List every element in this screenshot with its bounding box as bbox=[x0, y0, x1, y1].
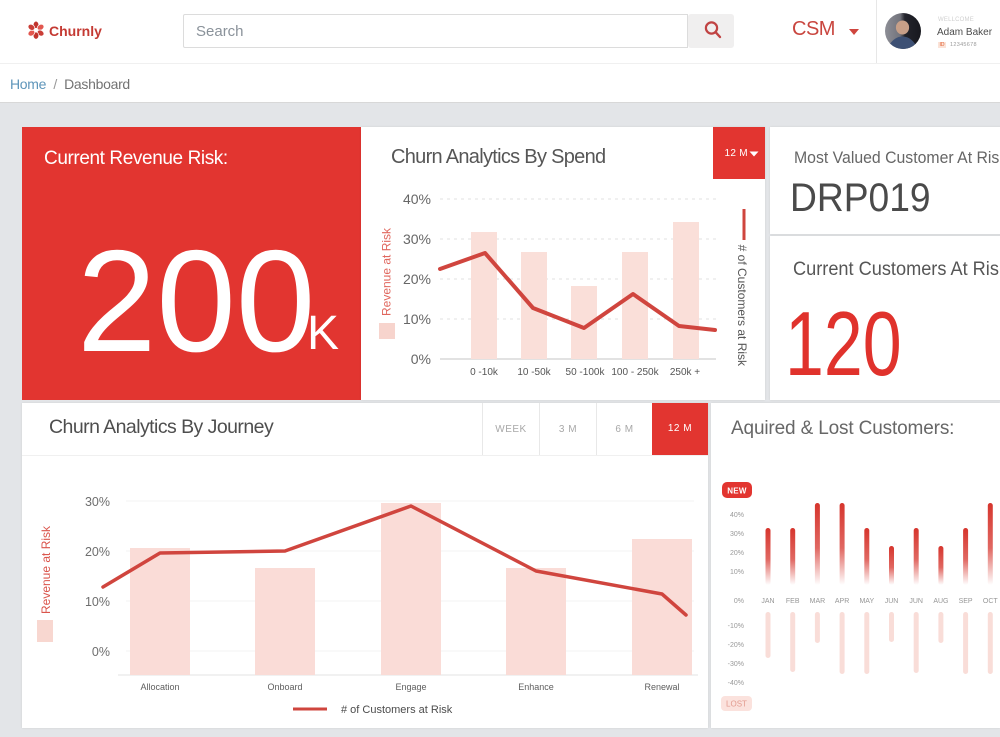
svg-text:30%: 30% bbox=[730, 531, 744, 538]
svg-text:0 -10k: 0 -10k bbox=[470, 367, 499, 378]
svg-text:LOST: LOST bbox=[726, 700, 747, 709]
svg-text:AUG: AUG bbox=[933, 598, 948, 605]
svg-text:20%: 20% bbox=[85, 545, 110, 559]
svg-text:OCT: OCT bbox=[983, 598, 999, 605]
svg-text:30%: 30% bbox=[403, 231, 431, 247]
svg-text:Onboard: Onboard bbox=[267, 682, 302, 692]
svg-text:100 - 250k: 100 - 250k bbox=[611, 367, 659, 378]
svg-text:MAY: MAY bbox=[859, 598, 874, 605]
svg-text:20%: 20% bbox=[730, 550, 744, 557]
svg-text:10 -50k: 10 -50k bbox=[517, 367, 551, 378]
svg-text:0%: 0% bbox=[411, 351, 431, 367]
svg-text:APR: APR bbox=[835, 598, 849, 605]
svg-text:-40%: -40% bbox=[728, 680, 744, 687]
svg-text:20%: 20% bbox=[403, 271, 431, 287]
svg-text:JAN: JAN bbox=[761, 598, 774, 605]
svg-text:FEB: FEB bbox=[786, 598, 800, 605]
svg-text:NEW: NEW bbox=[727, 487, 747, 496]
svg-text:-20%: -20% bbox=[728, 642, 744, 649]
svg-text:40%: 40% bbox=[730, 512, 744, 519]
svg-text:Engage: Engage bbox=[395, 682, 426, 692]
svg-text:Enhance: Enhance bbox=[518, 682, 554, 692]
svg-text:250k +: 250k + bbox=[670, 367, 700, 378]
svg-text:JUN: JUN bbox=[909, 598, 923, 605]
svg-text:-30%: -30% bbox=[728, 661, 744, 668]
svg-text:SEP: SEP bbox=[959, 598, 973, 605]
svg-text:Renewal: Renewal bbox=[644, 682, 679, 692]
svg-text:JUN: JUN bbox=[885, 598, 899, 605]
svg-text:Revenue at Risk: Revenue at Risk bbox=[39, 525, 53, 614]
svg-text:10%: 10% bbox=[730, 569, 744, 576]
svg-text:0%: 0% bbox=[734, 598, 744, 605]
svg-text:-10%: -10% bbox=[728, 623, 744, 630]
svg-text:50 -100k: 50 -100k bbox=[566, 367, 606, 378]
svg-text:# of Customers at Risk: # of Customers at Risk bbox=[735, 238, 749, 367]
svg-text:10%: 10% bbox=[85, 595, 110, 609]
svg-text:# of Customers at Risk: # of Customers at Risk bbox=[341, 704, 453, 716]
svg-text:Allocation: Allocation bbox=[140, 682, 179, 692]
svg-text:Revenue at Risk: Revenue at Risk bbox=[380, 227, 394, 316]
svg-text:40%: 40% bbox=[403, 191, 431, 207]
svg-text:10%: 10% bbox=[403, 311, 431, 327]
svg-text:MAR: MAR bbox=[810, 598, 826, 605]
svg-text:30%: 30% bbox=[85, 495, 110, 509]
svg-text:0%: 0% bbox=[92, 645, 110, 659]
